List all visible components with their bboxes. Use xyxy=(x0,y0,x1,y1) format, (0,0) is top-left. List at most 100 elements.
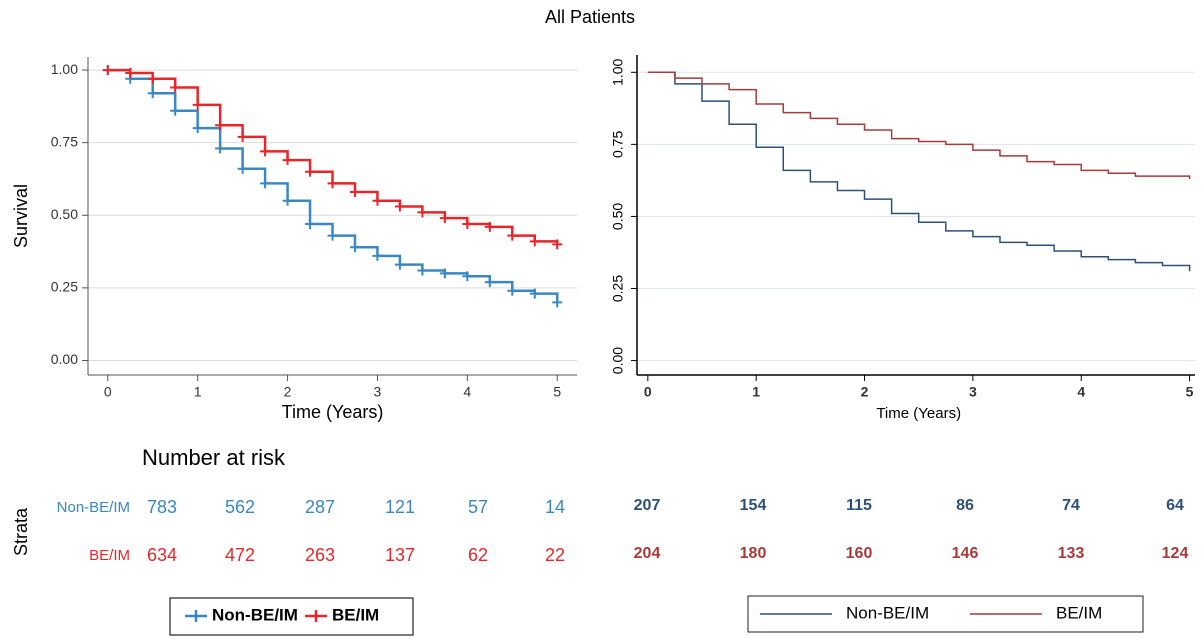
legend-label: Non-BE/IM xyxy=(846,603,929,622)
at-risk-count: 263 xyxy=(305,545,335,565)
at-risk-count: 472 xyxy=(225,545,255,565)
at-risk-count: 133 xyxy=(1058,545,1085,562)
legend-box xyxy=(747,595,1144,633)
at-risk-count: 86 xyxy=(956,497,974,514)
censor-mark xyxy=(215,120,226,131)
x-tick-label: 4 xyxy=(463,384,471,400)
censor-mark xyxy=(125,67,136,78)
x-tick-label: 1 xyxy=(752,384,760,400)
censor-mark xyxy=(327,178,338,189)
y-tick-label: 0.75 xyxy=(610,131,626,158)
survival-curve xyxy=(647,71,1191,272)
censor-mark xyxy=(394,201,405,212)
x-tick-label: 3 xyxy=(969,384,977,400)
at-risk-count: 115 xyxy=(846,497,872,514)
y-axis-label: Survival xyxy=(11,184,31,248)
censor-mark xyxy=(484,221,495,232)
censor-mark xyxy=(192,123,203,134)
censor-mark xyxy=(507,230,518,241)
risk-axis-label: Strata xyxy=(11,507,31,556)
x-axis-label: Time (Years) xyxy=(282,402,384,422)
censor-mark xyxy=(237,131,248,142)
at-risk-count: 62 xyxy=(468,545,488,565)
at-risk-count: 64 xyxy=(1166,497,1184,514)
y-tick-label: 0.25 xyxy=(51,279,78,295)
y-tick-label: 0.25 xyxy=(610,275,626,302)
censor-mark xyxy=(417,265,428,276)
censor-mark xyxy=(147,88,158,99)
x-tick-label: 3 xyxy=(374,384,382,400)
at-risk-count: 14 xyxy=(545,497,565,517)
censor-mark xyxy=(462,218,473,229)
y-tick-label: 0.50 xyxy=(51,206,78,222)
legend-label: BE/IM xyxy=(1056,603,1102,622)
censor-mark xyxy=(349,242,360,253)
censor-mark xyxy=(417,207,428,218)
censor-mark xyxy=(305,218,316,229)
at-risk-count: 146 xyxy=(952,545,979,562)
at-risk-count: 634 xyxy=(147,545,177,565)
censor-mark xyxy=(170,82,181,93)
censor-mark xyxy=(507,285,518,296)
at-risk-count: 180 xyxy=(740,545,767,562)
y-tick-label: 0.00 xyxy=(610,347,626,374)
x-tick-label: 0 xyxy=(644,384,652,400)
x-tick-label: 2 xyxy=(861,384,869,400)
x-tick-label: 0 xyxy=(104,384,112,400)
risk-row-label: Non-BE/IM xyxy=(57,499,130,516)
x-tick-label: 5 xyxy=(1186,384,1194,400)
censor-mark xyxy=(439,213,450,224)
at-risk-count: 137 xyxy=(385,545,415,565)
x-axis-label: Time (Years) xyxy=(876,405,961,422)
censor-mark xyxy=(305,166,316,177)
at-risk-count: 124 xyxy=(1162,545,1189,562)
y-tick-label: 1.00 xyxy=(51,61,78,77)
at-risk-count: 783 xyxy=(147,497,177,517)
at-risk-count: 22 xyxy=(545,545,565,565)
x-tick-label: 5 xyxy=(553,384,561,400)
legend-box xyxy=(169,597,414,636)
censor-mark xyxy=(462,271,473,282)
censor-mark xyxy=(327,230,338,241)
censor-mark xyxy=(102,65,113,76)
censor-mark xyxy=(192,99,203,110)
censor-mark xyxy=(372,250,383,261)
at-risk-count: 562 xyxy=(225,497,255,517)
legend-label: BE/IM xyxy=(332,605,379,624)
at-risk-count: 204 xyxy=(634,545,661,562)
x-tick-label: 4 xyxy=(1077,384,1085,400)
at-risk-count: 207 xyxy=(634,497,661,514)
at-risk-count: 160 xyxy=(846,545,873,562)
censor-mark xyxy=(237,163,248,174)
at-risk-count: 74 xyxy=(1062,497,1080,514)
censor-mark xyxy=(529,288,540,299)
figure-title: All Patients xyxy=(545,7,635,27)
legend-label: Non-BE/IM xyxy=(212,605,298,624)
censor-mark xyxy=(552,297,563,308)
survival-curve xyxy=(647,71,1191,179)
censor-mark xyxy=(439,268,450,279)
censor-mark xyxy=(372,195,383,206)
y-tick-label: 0.75 xyxy=(51,133,78,149)
censor-mark xyxy=(170,105,181,116)
censor-mark xyxy=(484,277,495,288)
y-tick-label: 1.00 xyxy=(610,58,626,85)
censor-mark xyxy=(394,259,405,270)
censor-mark xyxy=(552,239,563,250)
censor-mark xyxy=(260,178,271,189)
at-risk-count: 154 xyxy=(740,497,767,514)
x-tick-label: 1 xyxy=(194,384,202,400)
censor-mark xyxy=(215,143,226,154)
at-risk-count: 57 xyxy=(468,497,488,517)
censor-mark xyxy=(147,73,158,84)
at-risk-count: 121 xyxy=(385,497,415,517)
y-tick-label: 0.00 xyxy=(51,351,78,367)
censor-mark xyxy=(529,236,540,247)
y-tick-label: 0.50 xyxy=(610,203,626,230)
x-tick-label: 2 xyxy=(284,384,292,400)
censor-mark xyxy=(349,187,360,198)
risk-title: Number at risk xyxy=(142,445,286,470)
censor-mark xyxy=(282,155,293,166)
